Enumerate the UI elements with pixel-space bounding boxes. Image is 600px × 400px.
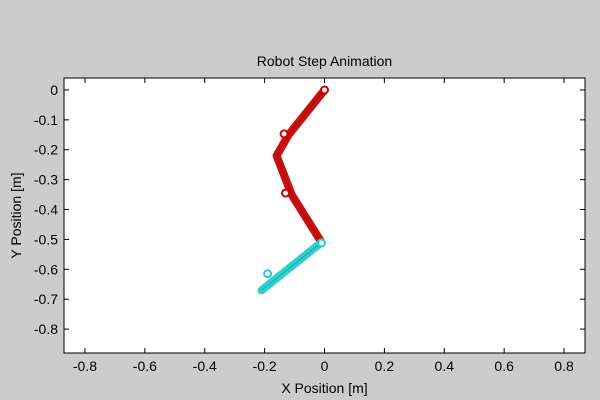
x-axis-label: X Position [m] xyxy=(281,380,367,396)
y-tick-label: -0.1 xyxy=(34,112,58,128)
series-line-1 xyxy=(257,238,326,295)
x-axis-ticks: -0.8 -0.6 -0.4 -0.2 0 0.2 0.4 0.6 0.8 xyxy=(73,78,574,374)
series-layer xyxy=(257,86,329,295)
joint-marker xyxy=(279,129,289,139)
joint-marker xyxy=(263,269,273,279)
y-tick-label: -0.3 xyxy=(34,172,58,188)
y-tick-label: -0.4 xyxy=(34,202,58,218)
joint-markers-layer xyxy=(263,85,329,279)
joint-marker xyxy=(281,188,291,198)
y-tick-label: -0.7 xyxy=(34,291,58,307)
y-tick-label: 0 xyxy=(50,82,58,98)
x-tick-label: 0.4 xyxy=(435,358,455,374)
plot-area xyxy=(63,77,586,354)
y-tick-label: -0.8 xyxy=(34,321,58,337)
series-edge-0 xyxy=(276,89,325,243)
x-tick-label: 0.6 xyxy=(494,358,514,374)
x-tick-label: -0.2 xyxy=(253,358,277,374)
joint-marker xyxy=(317,238,327,248)
x-tick-label: 0 xyxy=(321,358,329,374)
y-tick-label: -0.5 xyxy=(34,231,58,247)
y-tick-label: -0.2 xyxy=(34,142,58,158)
y-tick-label: -0.6 xyxy=(34,261,58,277)
x-tick-label: -0.4 xyxy=(193,358,217,374)
x-tick-label: -0.6 xyxy=(133,358,157,374)
x-tick-label: 0.8 xyxy=(554,358,574,374)
chart-title: Robot Step Animation xyxy=(257,53,392,69)
x-tick-label: 0.2 xyxy=(375,358,395,374)
joint-marker xyxy=(320,85,329,95)
x-tick-label: -0.8 xyxy=(73,358,97,374)
y-axis-ticks: 0 -0.1 -0.2 -0.3 -0.4 -0.5 -0.6 -0.7 -0.8 xyxy=(34,82,585,337)
series-line-0 xyxy=(272,86,329,247)
series-edge-1 xyxy=(261,242,322,291)
y-axis-label: Y Position [m] xyxy=(8,172,24,258)
